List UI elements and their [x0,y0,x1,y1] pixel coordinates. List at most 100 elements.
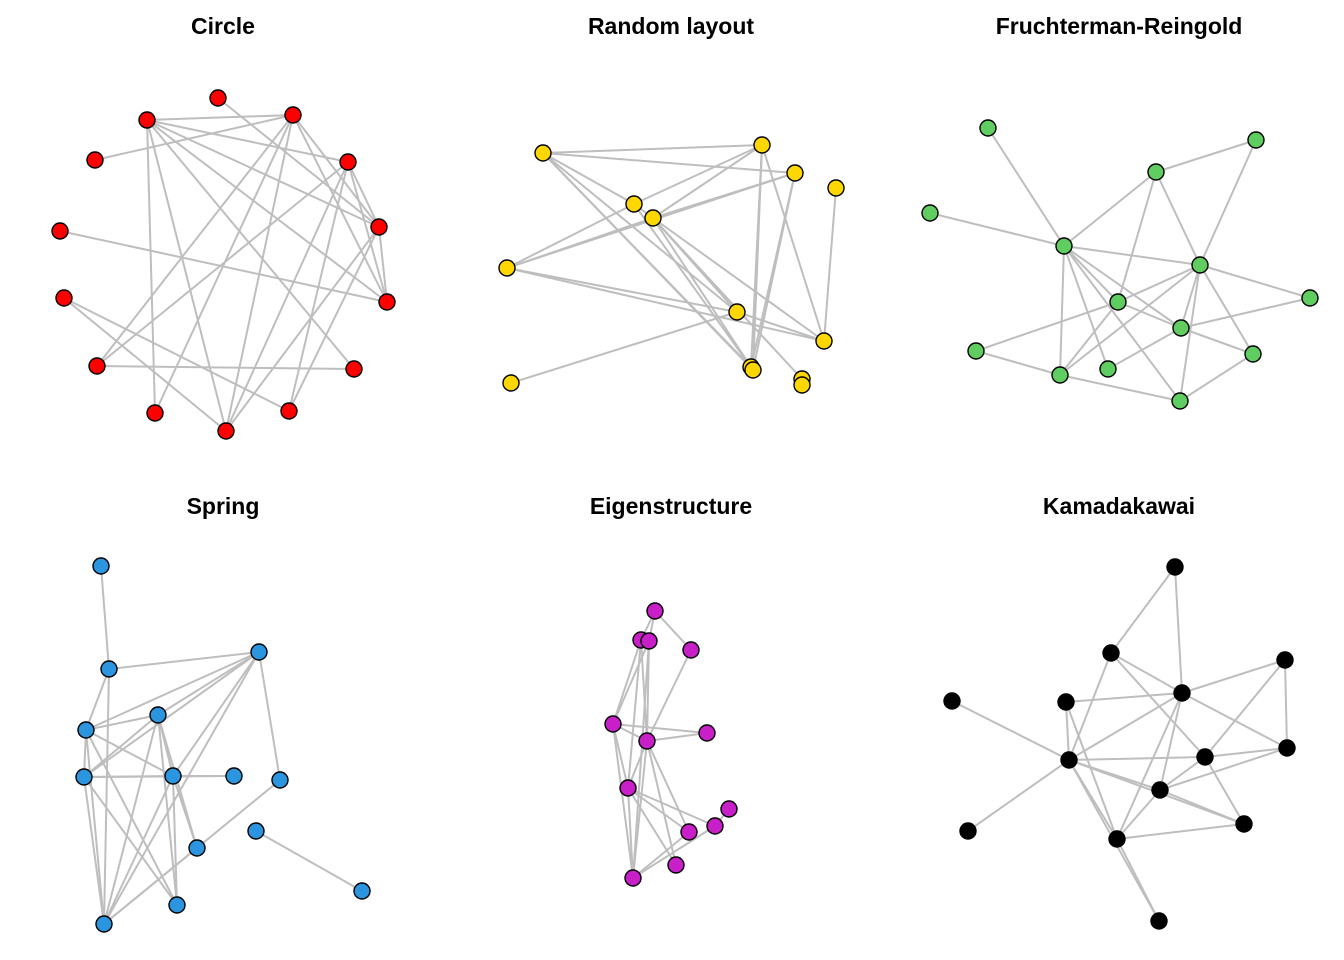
graph-node [624,869,642,887]
graph-node [720,800,738,818]
graph-edge [627,787,677,866]
panel-title-eigenstructure: Eigenstructure [590,493,752,519]
graph-edge [542,152,635,205]
graph-edge [987,127,1065,247]
graph-edge [103,651,260,925]
graph-node [1278,739,1296,757]
node-group [75,557,371,933]
graph-edge [736,311,825,342]
graph-node [534,144,552,162]
graph-edge [627,639,642,789]
graph-edge [1117,171,1157,303]
panel-title-kamadakawai: Kamadakawai [1043,493,1195,519]
graph-edge [1159,747,1288,791]
graph-edge [83,776,105,925]
graph-node [728,303,746,321]
graph-edge [85,714,159,731]
graph-edge [967,759,1070,832]
graph-node [1055,237,1073,255]
graph-edge [1204,756,1245,825]
graph-edge [1110,652,1183,694]
graph-edge [217,97,380,228]
graph-node [979,119,997,137]
panel-eigenstructure: Eigenstructure [590,493,752,887]
graph-node [345,360,363,378]
graph-node [815,332,833,350]
graph-node [1060,751,1078,769]
graph-edge [612,639,642,725]
graph-node [1051,366,1069,384]
graph-edge [1059,301,1119,376]
graph-edge [1180,297,1311,329]
graph-edge [347,161,388,303]
graph-node [1102,644,1120,662]
graph-edge [1159,692,1183,791]
graph-edge [96,161,349,367]
graph-node [77,721,95,739]
graph-edge [506,203,635,269]
graph-edge [1110,566,1176,654]
graph-node [619,779,637,797]
graph-edge [258,651,281,781]
graph-node [146,404,164,422]
graph-edge [255,830,363,892]
graph-edge [1117,301,1182,329]
graph-node [680,823,698,841]
graph-node [75,768,93,786]
graph-edge [632,740,648,879]
graph-edge [1204,659,1286,758]
graph-edge [823,187,837,342]
graph-node [827,179,845,197]
graph-node [1108,830,1126,848]
graph-edge [108,651,260,670]
graph-edge [85,729,105,925]
graph-edge [1179,264,1201,402]
graph-node [92,557,110,575]
node-group [604,602,738,887]
graph-edge [633,203,754,371]
graph-edge [103,714,159,925]
graph-edge [542,152,754,371]
graph-edge [632,825,716,879]
panel-kamadakawai: Kamadakawai [943,493,1296,930]
graph-node [744,361,762,379]
graph-edge [83,651,260,778]
graph-node [51,222,69,240]
graph-edge [1059,374,1181,402]
graph-edge [103,668,110,925]
graph-edge [1063,171,1157,247]
panel-circle: Circle [51,13,396,440]
graph-edge [103,775,174,925]
graph-node [209,89,227,107]
graph-edge [1107,327,1182,370]
graph-node [55,289,73,307]
graph-node [86,151,104,169]
graph-edge [1116,789,1161,840]
graph-edge [1181,659,1286,694]
graph-edge [1155,139,1257,173]
graph-node [1150,912,1168,930]
graph-node [280,402,298,420]
edge-group [929,127,1311,402]
graph-node [1235,815,1253,833]
graph-edge [510,311,738,384]
panel-title-random-layout: Random layout [588,13,754,39]
graph-edge [975,301,1119,352]
graph-edge [506,267,738,313]
graph-edge [646,649,692,742]
graph-edge [646,732,708,742]
graph-node [753,136,771,154]
graph-edge [1199,139,1257,266]
graph-edge [292,114,388,303]
graph-node [1173,684,1191,702]
graph-node [502,374,520,392]
graph-node [164,767,182,785]
graph-edge [1059,264,1201,376]
graph-node [250,643,268,661]
graph-node [959,822,977,840]
graph-edge [1117,264,1201,303]
graph-edge [1116,823,1245,840]
graph-node [967,342,985,360]
graph-node [1172,319,1190,337]
graph-edge [146,119,349,163]
